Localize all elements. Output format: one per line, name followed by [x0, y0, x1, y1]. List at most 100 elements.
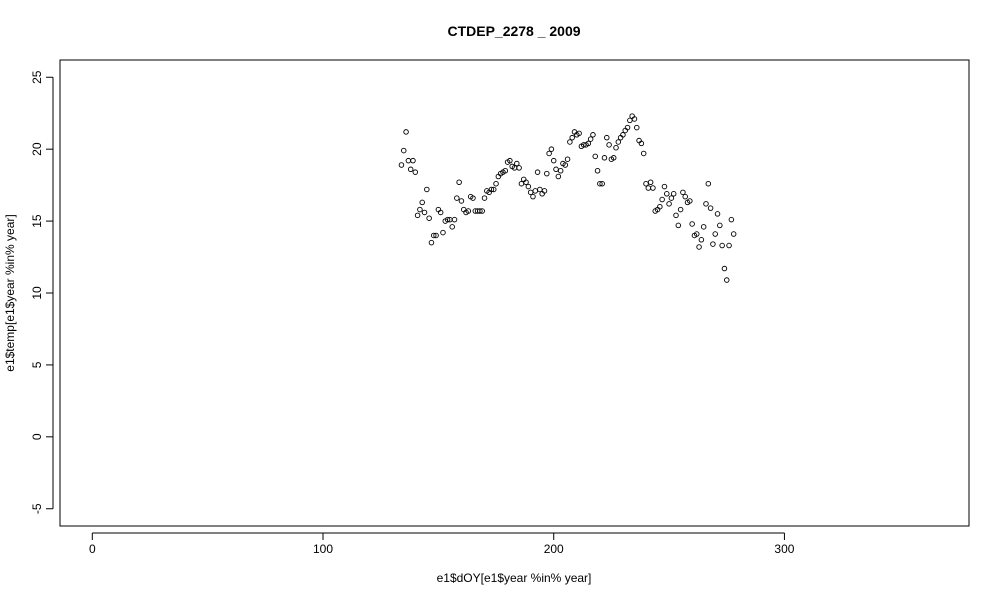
plot-frame — [59, 59, 970, 527]
data-point — [675, 222, 682, 229]
data-points — [398, 113, 737, 283]
data-point — [624, 124, 631, 131]
data-point — [730, 231, 737, 237]
x-tick-label: 100 — [313, 542, 333, 556]
data-point — [481, 195, 488, 201]
data-point — [680, 189, 686, 196]
data-point — [516, 165, 522, 171]
data-point — [488, 186, 495, 193]
data-point — [705, 180, 712, 187]
data-point — [412, 169, 419, 175]
data-point — [431, 232, 437, 239]
data-point — [659, 196, 665, 203]
data-point — [440, 229, 446, 236]
data-point — [449, 224, 455, 230]
data-point — [620, 132, 626, 138]
data-point — [451, 216, 458, 223]
data-point — [507, 157, 513, 164]
data-point — [724, 277, 730, 283]
data-point — [703, 201, 709, 207]
data-point — [661, 183, 668, 190]
data-point — [710, 241, 716, 247]
data-point — [514, 160, 520, 167]
data-point — [673, 212, 679, 219]
data-point — [576, 130, 582, 137]
data-point — [437, 209, 444, 216]
data-point — [696, 244, 702, 250]
data-point — [567, 139, 573, 145]
data-point — [557, 167, 564, 174]
data-point — [590, 132, 596, 138]
data-point — [541, 188, 548, 194]
data-point — [599, 180, 605, 187]
data-point — [546, 150, 552, 157]
data-point — [493, 180, 499, 187]
data-point — [470, 195, 476, 201]
data-point — [634, 124, 640, 131]
data-point — [698, 237, 705, 243]
data-point — [490, 186, 497, 193]
data-point — [569, 134, 575, 141]
data-point — [640, 150, 647, 157]
data-point — [601, 155, 608, 161]
data-point — [707, 205, 714, 211]
data-point — [670, 191, 677, 197]
data-point — [407, 166, 414, 173]
data-point — [726, 242, 732, 249]
y-tick-label: 10 — [30, 286, 44, 300]
data-point — [458, 198, 465, 204]
y-tick-label: 15 — [30, 214, 44, 228]
data-point — [719, 242, 725, 249]
data-point — [592, 153, 598, 160]
data-point — [426, 215, 432, 221]
data-point — [456, 179, 462, 186]
data-point — [604, 134, 610, 141]
data-point — [433, 232, 439, 239]
data-point — [610, 155, 617, 161]
data-point — [606, 142, 612, 148]
chart-title: CTDEP_2278 _ 2009 — [447, 23, 580, 39]
data-point — [525, 183, 532, 190]
data-point — [664, 191, 670, 197]
data-point — [479, 208, 485, 214]
data-point — [564, 156, 571, 162]
data-point — [562, 162, 569, 168]
data-point — [694, 231, 700, 237]
data-point — [594, 167, 601, 174]
data-point — [550, 157, 557, 164]
data-point — [534, 169, 541, 175]
data-point — [631, 116, 638, 122]
x-axis-label: e1$dOY[e1$year %in% year] — [437, 571, 592, 585]
data-point — [523, 179, 529, 186]
y-tick-label: -5 — [30, 503, 44, 514]
y-tick-label: 0 — [30, 433, 44, 440]
data-point — [717, 222, 723, 229]
y-axis: -5 0 5 10 15 20 25 — [30, 70, 54, 514]
data-point — [424, 186, 430, 193]
data-point — [682, 193, 688, 200]
data-point — [597, 180, 603, 187]
data-point — [530, 193, 536, 200]
data-point — [657, 203, 663, 210]
data-point — [687, 198, 693, 204]
data-point — [398, 162, 405, 168]
data-point — [403, 129, 409, 135]
data-point — [419, 199, 425, 206]
data-point — [548, 146, 555, 152]
data-point — [689, 221, 695, 227]
data-point — [712, 231, 718, 237]
data-point — [613, 144, 619, 151]
data-point — [465, 208, 472, 214]
data-point — [555, 173, 562, 180]
data-point — [428, 239, 435, 246]
x-tick-label: 300 — [774, 542, 794, 556]
y-tick-label: 5 — [30, 361, 44, 368]
y-axis-label: e1$temp[e1$year %in% year] — [3, 214, 17, 371]
data-point — [668, 195, 675, 201]
data-point — [410, 157, 416, 164]
data-point — [477, 208, 483, 214]
data-point — [615, 139, 622, 145]
data-point — [444, 216, 451, 223]
x-tick-label: 200 — [544, 542, 564, 556]
